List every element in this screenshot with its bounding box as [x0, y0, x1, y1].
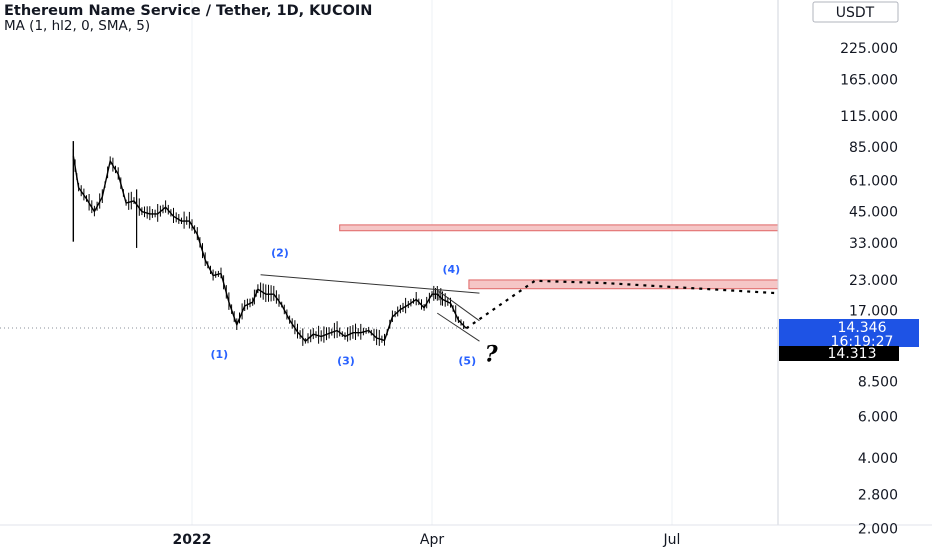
wedge-line-upper: [436, 289, 480, 322]
currency-label: USDT: [836, 5, 875, 21]
wedge-line-lower: [436, 312, 480, 342]
y-tick-label: 23.000: [849, 273, 898, 289]
x-tick-label: Jul: [663, 532, 681, 548]
grid-lines: [191, 0, 673, 525]
price-series: [72, 141, 467, 346]
y-tick-label: 61.000: [849, 174, 898, 190]
wave-labels: (1) (2) (3) (4) (5)?: [211, 246, 499, 367]
resistance-zone-upper: [339, 224, 779, 232]
x-tick-label: 2022: [173, 532, 212, 548]
indicator-legend[interactable]: MA (1, hl2, 0, SMA, 5): [4, 18, 151, 34]
wave-label: (1): [211, 348, 229, 361]
y-tick-label: 2.800: [858, 487, 898, 503]
price-line: [72, 155, 467, 342]
currency-box: [812, 1, 899, 23]
time-axis[interactable]: 2022 Apr Jul: [173, 532, 681, 548]
y-tick-label: 33.000: [849, 236, 898, 252]
y-tick-label: 4.000: [858, 451, 898, 467]
y-tick-label: 17.000: [849, 304, 898, 320]
chart-drawings: [260, 274, 778, 342]
wave-label: (5): [458, 355, 476, 368]
wave-label: (3): [337, 355, 355, 368]
projected-path: [465, 279, 778, 330]
wave-label: (4): [443, 263, 461, 276]
resistance-zone-lower: [468, 279, 779, 290]
last-price-tag: [779, 319, 919, 347]
ma-value-tag: [779, 346, 899, 361]
wave-label: (2): [271, 246, 289, 259]
y-tick-label: 8.500: [858, 374, 898, 390]
last-price-value: 14.346: [838, 320, 887, 336]
y-tick-label: 115.000: [840, 109, 898, 125]
ma-value: 14.313: [828, 346, 877, 362]
neckline-trendline: [260, 274, 480, 294]
y-tick-label: 225.000: [840, 41, 898, 57]
chart-title: Ethereum Name Service / Tether, 1D, KUCO…: [4, 3, 373, 19]
y-tick-label: 2.000: [858, 522, 898, 538]
y-tick-label: 85.000: [849, 140, 898, 156]
y-tick-label: 165.000: [840, 72, 898, 88]
question-mark: ?: [485, 342, 499, 368]
y-tick-label: 6.000: [858, 410, 898, 426]
y-tick-label: 45.000: [849, 205, 898, 221]
x-tick-label: Apr: [420, 532, 444, 548]
